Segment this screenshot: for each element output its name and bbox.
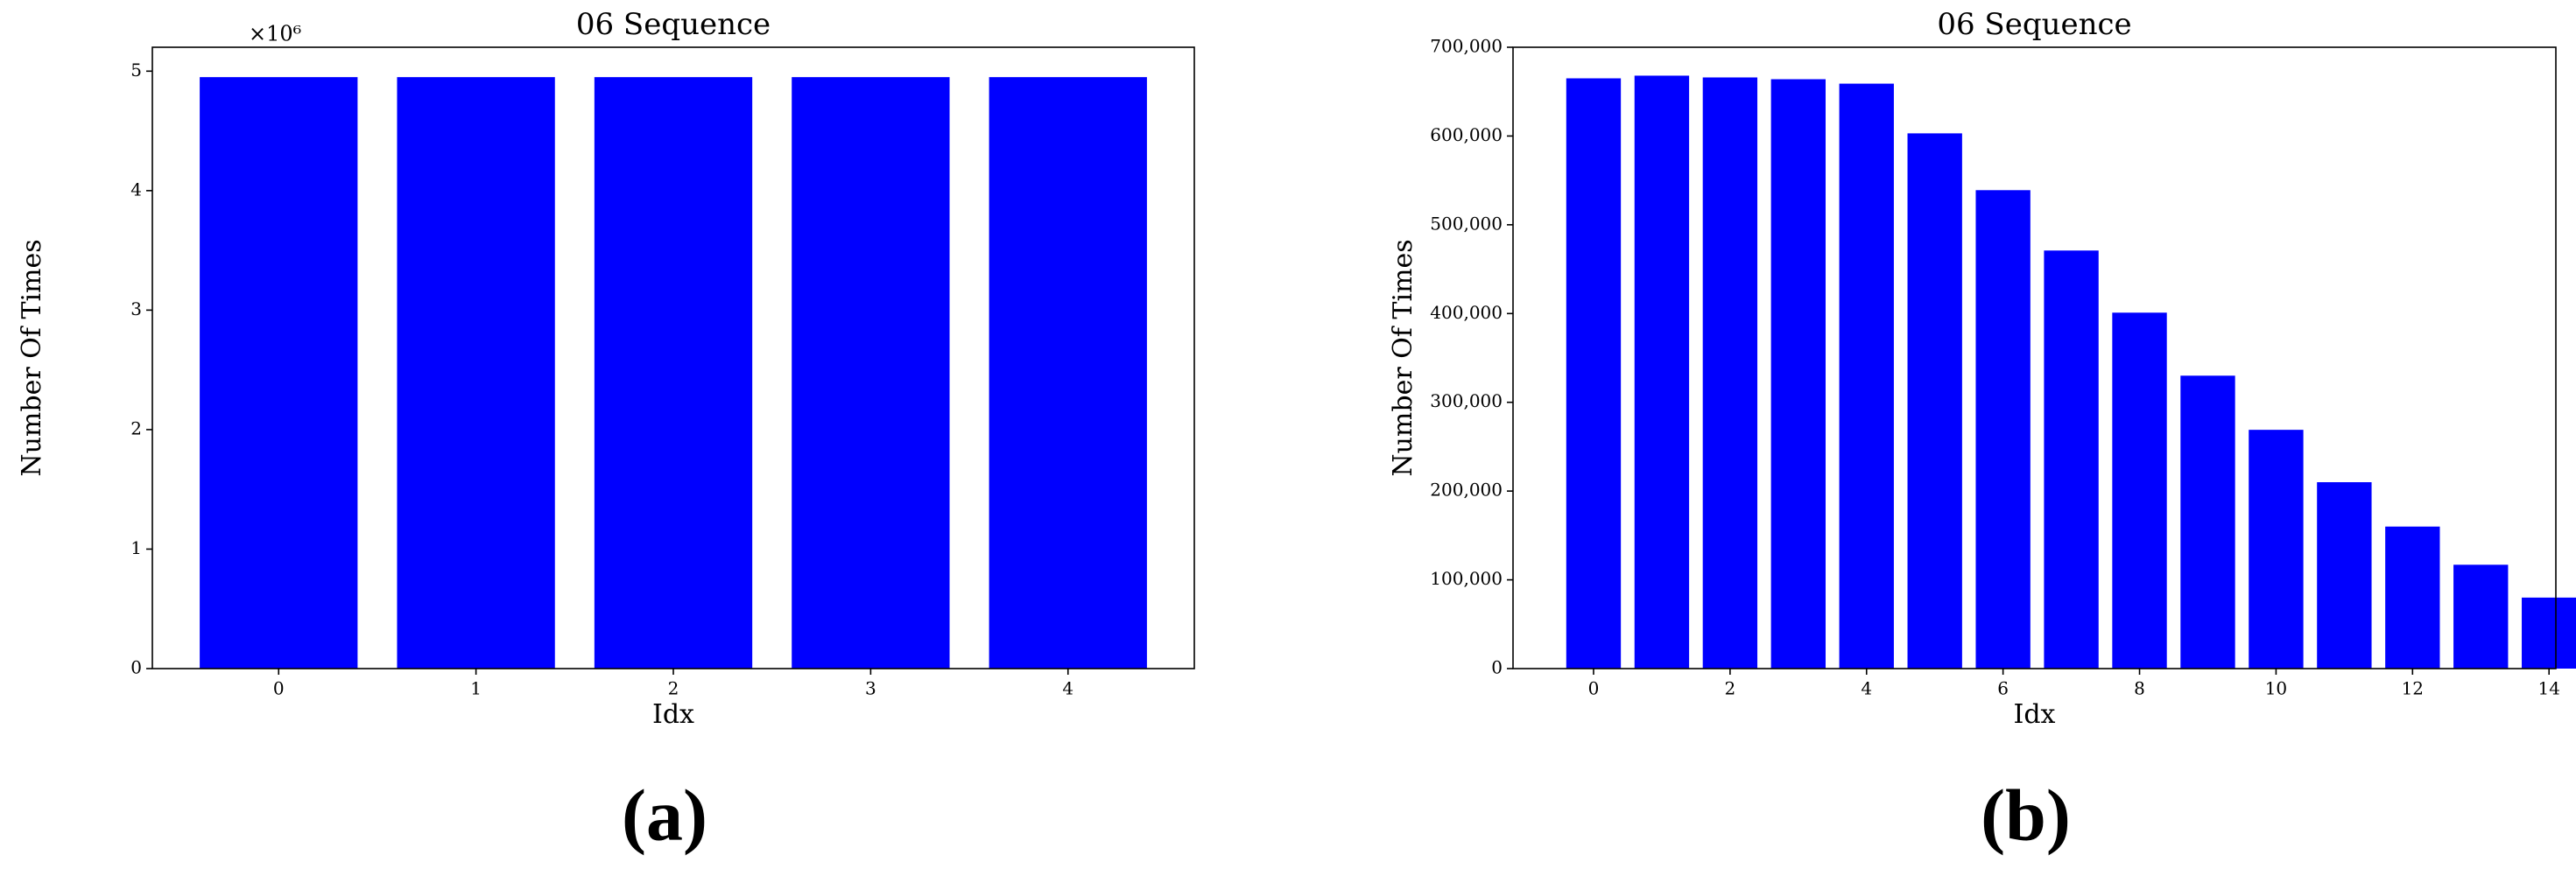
x-axis-label: Idx: [2014, 699, 2056, 730]
bar: [1907, 133, 1962, 669]
bar: [1634, 75, 1690, 669]
bar: [1566, 78, 1622, 669]
bar: [2249, 430, 2304, 669]
x-tick-label: 6: [1997, 678, 2009, 699]
bar: [2317, 482, 2372, 669]
x-axis-label: Idx: [652, 699, 694, 730]
bar: [2385, 526, 2440, 669]
y-tick-label: 3: [130, 298, 142, 319]
offset-label: ×10⁶: [249, 22, 301, 46]
y-tick-label: 400,000: [1430, 302, 1503, 323]
y-tick-label: 0: [1491, 657, 1503, 678]
x-tick-label: 0: [273, 678, 285, 699]
bar: [792, 77, 950, 669]
panel-label: (a): [622, 774, 707, 856]
bar: [2044, 250, 2099, 669]
y-tick-label: 1: [130, 537, 142, 558]
y-tick-label: 5: [130, 60, 142, 81]
x-tick-label: 10: [2265, 678, 2287, 699]
bar: [2453, 564, 2509, 669]
bar: [1839, 83, 1894, 669]
x-tick-label: 0: [1588, 678, 1600, 699]
y-axis-label: Number Of Times: [17, 239, 47, 476]
y-tick-label: 500,000: [1430, 213, 1503, 234]
chart-title: 06 Sequence: [1937, 7, 2131, 42]
x-tick-label: 4: [1861, 678, 1872, 699]
y-tick-label: 700,000: [1430, 36, 1503, 57]
x-tick-label: 4: [1062, 678, 1073, 699]
bar: [1975, 190, 2031, 669]
y-tick-label: 2: [130, 417, 142, 438]
x-tick-label: 1: [470, 678, 482, 699]
chart: 0 1 2 3 4 5 0 1 2 3 4 06 Sequence Idx Number Of Times…: [17, 7, 1195, 856]
y-tick-label: 0: [130, 657, 142, 678]
x-tick-label: 3: [865, 678, 876, 699]
y-tick-label: 600,000: [1430, 124, 1503, 145]
chart: 0 100,000 200,000 300,000 400,000 500,000 600,…: [1388, 7, 2576, 856]
y-axis-label: Number Of Times: [1388, 239, 1418, 476]
axes-frame: [1512, 46, 2557, 669]
x-tick-label: 2: [1724, 678, 1735, 699]
bar: [1770, 79, 1826, 669]
y-tick-label: 100,000: [1430, 568, 1503, 589]
x-tick-label: 8: [2134, 678, 2145, 699]
bar: [1702, 77, 1758, 669]
panel-label: (b): [1981, 774, 2071, 856]
bar: [397, 77, 555, 669]
bar: [989, 77, 1147, 669]
chart-title: 06 Sequence: [576, 7, 771, 42]
bar: [2180, 375, 2235, 669]
y-tick-label: 4: [130, 179, 142, 200]
bar: [2112, 312, 2167, 669]
y-tick-label: 300,000: [1430, 390, 1503, 411]
y-tick-label: 200,000: [1430, 480, 1503, 501]
bar: [594, 77, 753, 669]
x-tick-label: 2: [668, 678, 679, 699]
x-tick-label: 12: [2402, 678, 2424, 699]
x-tick-label: 14: [2537, 678, 2559, 699]
bar: [200, 77, 358, 669]
bar: [2522, 597, 2576, 669]
